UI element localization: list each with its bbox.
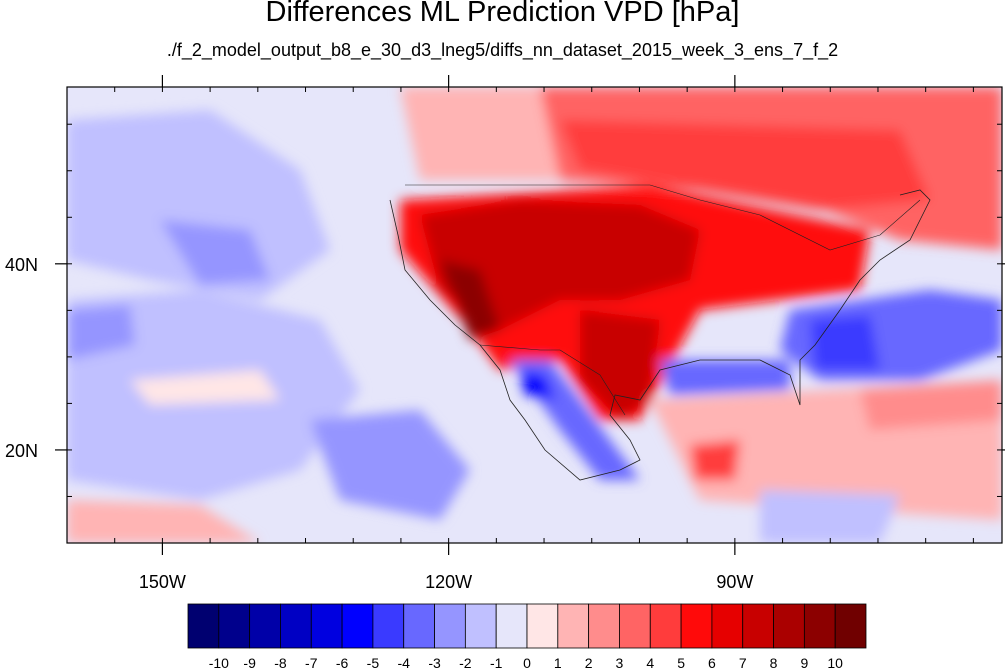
field-gulf-blue <box>660 360 790 395</box>
border-us-canada <box>405 184 921 251</box>
colorbar-swatch <box>834 603 867 649</box>
colorbar-swatch <box>526 603 559 649</box>
colorbar-label: 2 <box>585 655 593 671</box>
field-pacific-blue-3 <box>67 305 135 360</box>
colorbar-label: 5 <box>677 655 685 671</box>
colorbar-swatch <box>742 603 774 649</box>
colorbar-swatch <box>372 603 405 649</box>
field-pacific-blue-1 <box>67 110 330 300</box>
colorbar-swatch <box>280 603 312 649</box>
colorbar-swatch <box>588 603 620 649</box>
colorbar-swatch <box>218 603 251 649</box>
colorbar-swatch <box>773 603 805 649</box>
map-plot-area <box>67 87 1002 543</box>
colorbar-label: 7 <box>739 655 747 671</box>
chart-title: Differences ML Prediction VPD [hPa] <box>265 0 740 28</box>
colorbar-label: -6 <box>336 655 349 671</box>
field-layer <box>67 87 1002 543</box>
colorbar: -10 -9 -8 -7 -6 -5 -4 -3 -2 -1 0 1 2 3 4 5 6 7 8 9 10 <box>187 603 867 671</box>
field-southwest-core <box>440 260 500 340</box>
colorbar-swatch <box>680 603 713 649</box>
colorbar-swatch <box>403 603 435 649</box>
colorbar-label: -4 <box>398 655 411 671</box>
colorbar-swatch <box>249 603 281 649</box>
field-caribbean-red <box>690 440 740 480</box>
field-canada-strong <box>560 120 930 210</box>
colorbar-label: -9 <box>243 655 256 671</box>
colorbar-label: 0 <box>523 655 531 671</box>
field-canada-pink <box>400 87 560 180</box>
field-pacific-pink-2 <box>130 370 280 405</box>
x-tick-label: 120W <box>425 572 472 592</box>
colorbar-label: 4 <box>646 655 654 671</box>
colorbar-label: -10 <box>209 655 229 671</box>
axis-labels: 150W 120W 90W 40N 20N <box>5 255 753 592</box>
x-tick-label: 90W <box>716 572 753 592</box>
colorbar-label: 3 <box>616 655 624 671</box>
colorbar-label: 1 <box>554 655 562 671</box>
field-se-coast-core <box>810 315 880 370</box>
colorbar-swatch <box>495 603 528 649</box>
colorbar-swatch <box>464 603 497 649</box>
field-pacific-blue-4 <box>310 410 470 520</box>
x-tick-label: 150W <box>139 572 186 592</box>
y-tick-label: 20N <box>5 441 38 461</box>
colorbar-label: -5 <box>367 655 380 671</box>
colorbar-label: -3 <box>428 655 441 671</box>
colorbar-swatch <box>711 603 744 649</box>
colorbar-label: 6 <box>708 655 716 671</box>
colorbar-label: 8 <box>770 655 778 671</box>
colorbar-label: -2 <box>459 655 472 671</box>
field-west-us-core <box>420 200 700 330</box>
colorbar-swatch <box>619 603 651 649</box>
field-texas <box>580 310 660 420</box>
colorbar-label: 10 <box>827 655 843 671</box>
colorbar-swatch <box>803 603 836 649</box>
field-pacific-pink-1 <box>67 500 260 543</box>
border-us-mexico <box>479 344 626 416</box>
colorbar-swatch <box>557 603 590 649</box>
axis-ticks <box>55 75 1005 555</box>
field-lower-atlantic-blue <box>760 490 900 543</box>
colorbar-swatch <box>649 603 682 649</box>
field-mexico-blue-core <box>520 370 555 400</box>
field-atlantic-pink-2 <box>860 380 1002 430</box>
colorbar-swatch <box>187 603 220 649</box>
map-frame <box>66 86 1003 544</box>
y-tick-label: 40N <box>5 255 38 275</box>
chart-subtitle: ./f_2_model_output_b8_e_30_d3_lneg5/diff… <box>166 40 839 60</box>
colorbar-swatch <box>434 603 466 649</box>
colorbar-swatch <box>341 603 374 649</box>
colorbar-swatch <box>310 603 343 649</box>
colorbar-label: -1 <box>490 655 503 671</box>
field-pacific-blue-5 <box>160 220 270 285</box>
colorbar-label: 9 <box>800 655 808 671</box>
colorbar-label: -8 <box>274 655 287 671</box>
colorbar-label: -7 <box>305 655 318 671</box>
